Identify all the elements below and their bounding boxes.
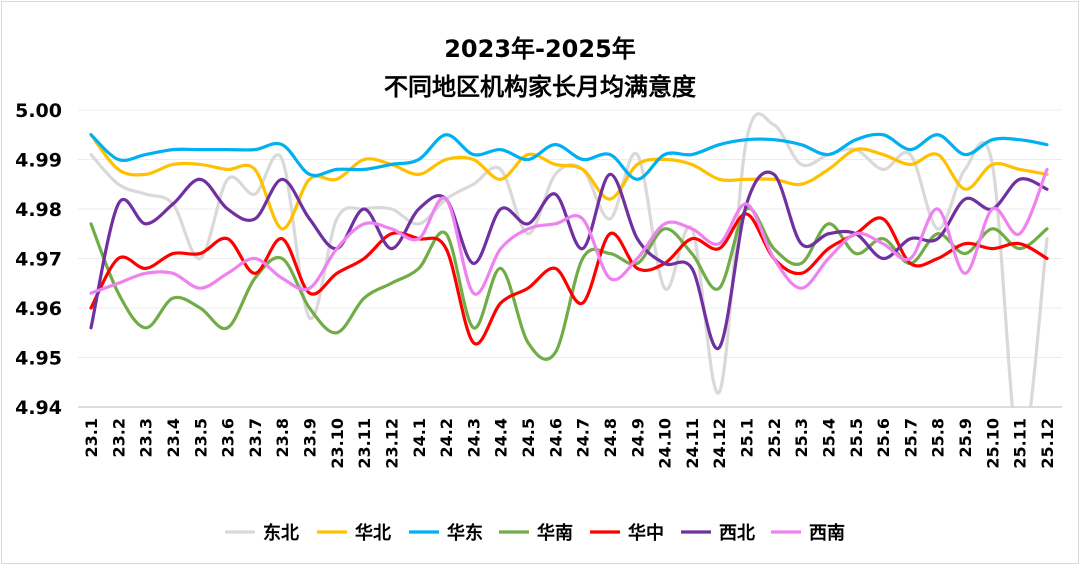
x-tick-label: 23.6 [219, 418, 238, 457]
x-tick-label: 24.2 [437, 418, 456, 457]
y-tick-label: 4.98 [15, 199, 62, 221]
y-tick-label: 4.94 [15, 397, 62, 419]
x-tick-label: 24.10 [656, 418, 675, 469]
series-line-4 [89, 206, 1049, 361]
series-line-3 [89, 132, 1049, 181]
legend-label: 华东 [447, 522, 483, 544]
legend-label: 西北 [719, 523, 755, 544]
x-tick-label: 23.2 [109, 418, 128, 457]
x-tick-label: 25.9 [956, 418, 975, 457]
x-tick-label: 24.5 [519, 418, 538, 457]
series-line-2 [89, 133, 1049, 231]
legend-label: 华北 [355, 522, 391, 544]
legend-item: 华南 [499, 522, 573, 544]
x-tick-label: 23.8 [273, 418, 292, 457]
x-tick-label: 24.9 [628, 418, 647, 457]
x-tick-label: 23.5 [191, 418, 210, 457]
x-tick-label: 25.12 [1038, 418, 1057, 469]
chart-title: 2023年-2025年 不同地区机构家长月均满意度 [0, 30, 1080, 106]
x-tick-label: 24.4 [492, 418, 511, 457]
x-tick-label: 23.9 [301, 418, 320, 457]
y-tick-label: 5.00 [15, 100, 62, 122]
legend-item: 西北 [681, 523, 755, 544]
x-tick-label: 25.2 [765, 418, 784, 457]
x-tick-label: 24.1 [410, 418, 429, 457]
y-tick-label: 4.97 [15, 249, 62, 271]
legend: 东北 华北 华东 华南 华中 西北 西南 [225, 522, 845, 544]
chart-title-line-1: 2023年-2025年 [444, 35, 636, 63]
legend-item: 东北 [225, 522, 299, 544]
x-tick-label: 24.11 [683, 418, 702, 469]
x-axis-ticks: 23.1 23.2 23.3 23.4 23.5 23.6 23.7 23.8 23.9 23.1… [82, 418, 1057, 469]
x-tick-label: 25.7 [901, 418, 920, 457]
legend-item: 西南 [771, 522, 845, 544]
y-tick-label: 4.96 [15, 298, 62, 320]
x-tick-label: 24.6 [546, 418, 565, 457]
x-tick-label: 23.1 [82, 418, 101, 457]
legend-label: 华中 [628, 522, 664, 544]
y-tick-label: 4.95 [15, 348, 62, 370]
x-tick-label: 25.4 [819, 418, 838, 457]
x-tick-label: 24.7 [574, 418, 593, 457]
x-tick-label: 25.8 [929, 418, 948, 457]
x-tick-label: 25.6 [874, 418, 893, 457]
series-line-1 [89, 112, 1049, 408]
gridlines [78, 109, 1062, 408]
x-tick-label: 23.11 [355, 418, 374, 469]
x-tick-label: 24.12 [710, 418, 729, 469]
chart-title-line-2: 不同地区机构家长月均满意度 [384, 73, 696, 101]
x-tick-label: 23.10 [328, 418, 347, 469]
x-tick-label: 25.10 [983, 418, 1002, 469]
x-tick-label: 23.7 [246, 418, 265, 457]
x-tick-label: 25.3 [792, 418, 811, 457]
x-tick-label: 25.1 [738, 418, 757, 457]
legend-label: 华南 [537, 522, 573, 544]
x-tick-label: 25.5 [847, 418, 866, 457]
series-line-5 [89, 212, 1049, 346]
legend-item: 华中 [590, 522, 664, 544]
legend-label: 东北 [263, 522, 299, 544]
x-tick-label: 23.12 [382, 418, 401, 469]
x-tick-label: 23.3 [137, 418, 156, 457]
legend-item: 华东 [409, 522, 483, 544]
x-tick-label: 24.8 [601, 418, 620, 457]
y-tick-label: 4.99 [15, 150, 62, 172]
y-axis-ticks: 5.00 4.99 4.98 4.97 4.96 4.95 4.94 [15, 100, 62, 419]
series-line-6 [89, 170, 1049, 351]
series-line-7 [89, 167, 1049, 296]
legend-label: 西南 [809, 522, 845, 544]
x-tick-label: 23.4 [164, 418, 183, 457]
x-tick-label: 25.11 [1011, 418, 1030, 469]
series-lines [89, 112, 1049, 408]
x-tick-label: 24.3 [464, 418, 483, 457]
legend-item: 华北 [317, 522, 391, 544]
